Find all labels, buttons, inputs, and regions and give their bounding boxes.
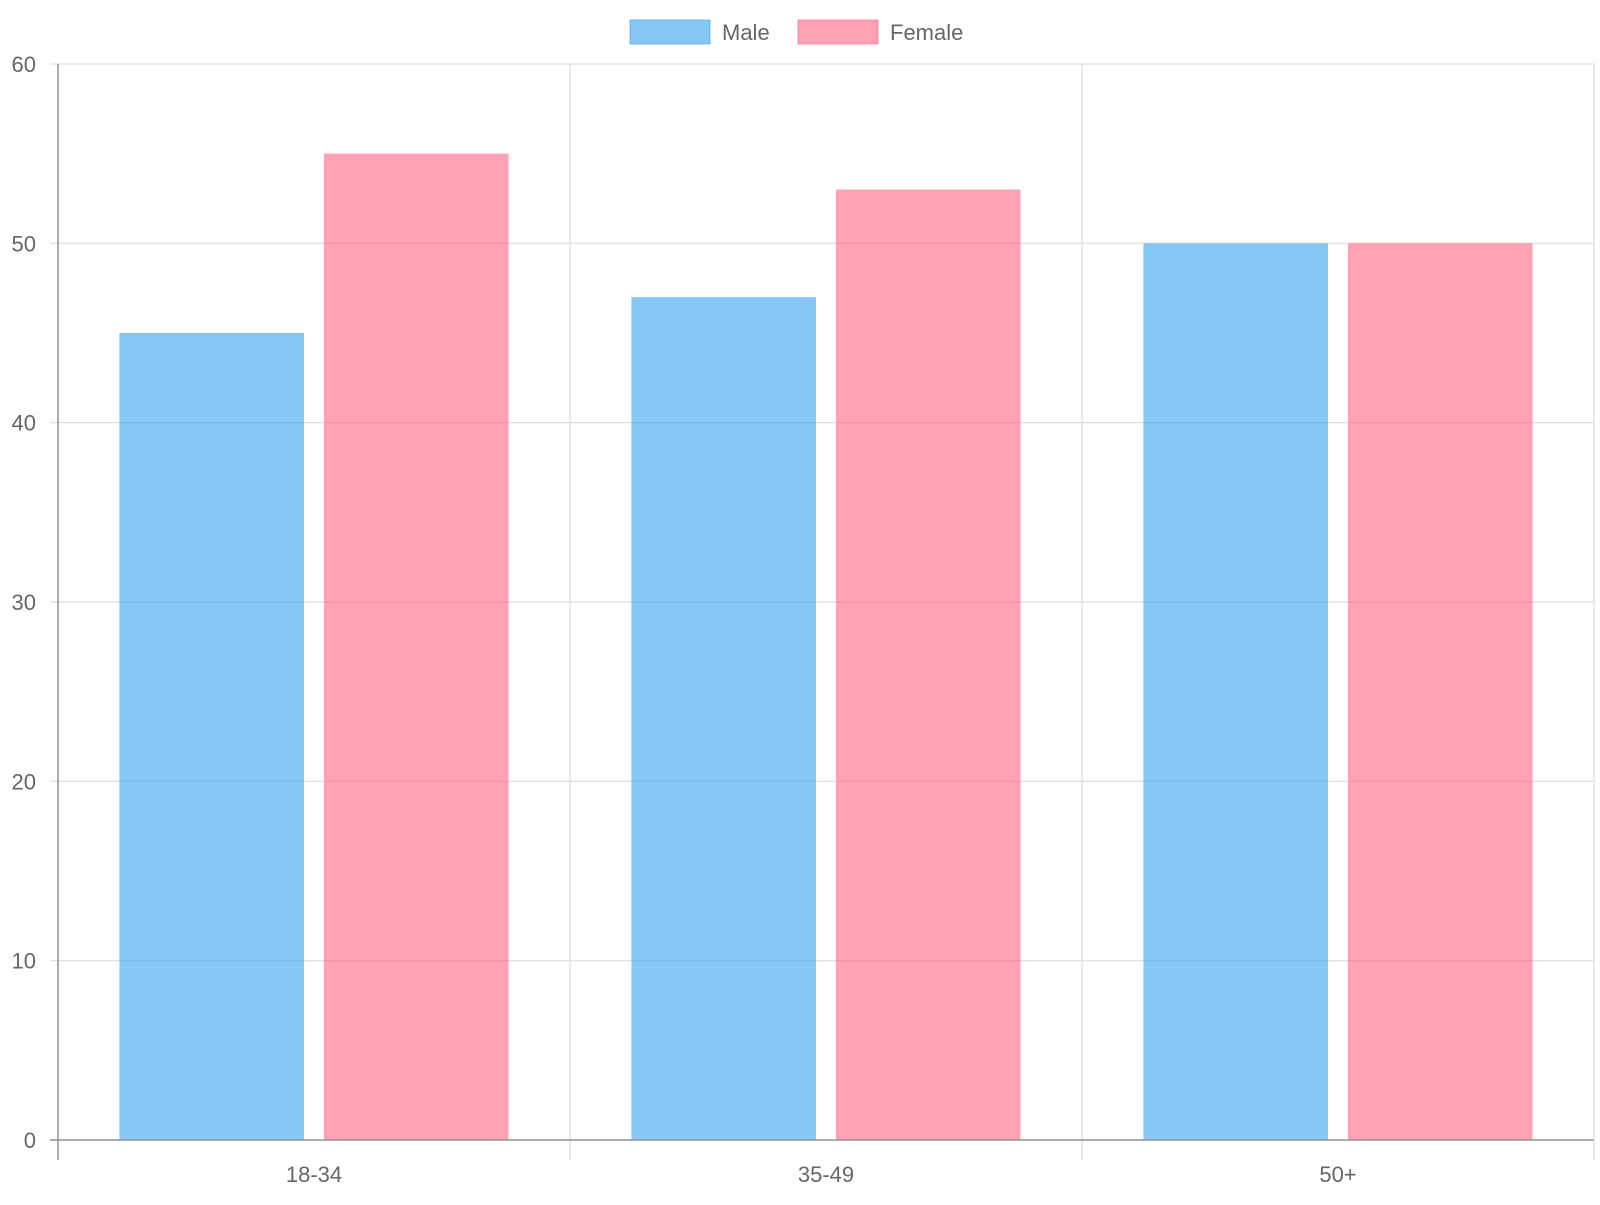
axes: 0 10 20 30 40 50 60 18-34 35-49 50+ <box>12 52 1594 1187</box>
legend-swatch-female[interactable] <box>797 19 879 45</box>
bar-male-18-34[interactable] <box>119 333 304 1140</box>
legend: Male Female <box>629 19 963 45</box>
y-tick-label: 60 <box>12 52 36 77</box>
grid-lines <box>50 63 1595 1160</box>
y-tick-label: 20 <box>12 769 36 794</box>
y-tick-label: 40 <box>12 411 36 436</box>
bar-female-35-49[interactable] <box>836 189 1021 1141</box>
x-tick-label: 50+ <box>1319 1162 1356 1187</box>
x-tick-label: 35-49 <box>798 1162 854 1187</box>
bar-male-35-49[interactable] <box>631 297 816 1141</box>
y-tick-label: 30 <box>12 590 36 615</box>
x-tick-label: 18-34 <box>286 1162 342 1187</box>
legend-swatch-male[interactable] <box>629 19 711 45</box>
legend-label-female[interactable]: Female <box>890 20 963 45</box>
y-tick-label: 0 <box>24 1128 36 1153</box>
bar-female-18-34[interactable] <box>324 153 509 1140</box>
bars <box>119 153 1533 1141</box>
legend-label-male[interactable]: Male <box>722 20 770 45</box>
bar-male-50+[interactable] <box>1143 243 1328 1141</box>
y-tick-label: 50 <box>12 231 36 256</box>
bar-female-50+[interactable] <box>1348 243 1533 1141</box>
y-tick-label: 10 <box>12 949 36 974</box>
